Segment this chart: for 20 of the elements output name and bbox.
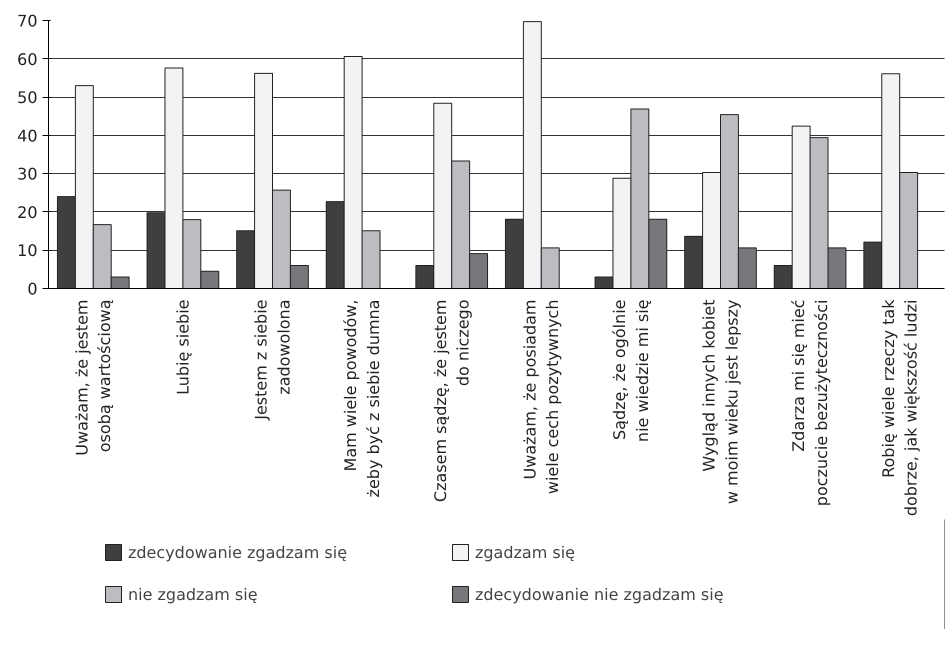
y-tick-label: 10	[17, 241, 38, 260]
x-tick-label: Sądzę, że ogólnie nie wiedzie mi się	[610, 300, 652, 442]
x-tick-label: Uważam, że jestem osobą wartościową	[72, 299, 114, 456]
y-tick-label: 40	[17, 126, 38, 146]
x-tick-label: Zdarza mi się mieć poczucie bezużyteczności	[789, 299, 831, 506]
y-tick-label: 30	[17, 164, 38, 184]
y-tick-label: 0	[27, 280, 38, 298]
x-tick-label: Jestem z siebie zadowolona	[252, 299, 294, 421]
y-tick-label: 70	[17, 12, 38, 30]
x-tick-label: Lubię siebie	[173, 300, 192, 395]
x-tick-label: Czasem sądzę, że jestem do niczego	[430, 299, 473, 502]
legend-label: zgadzam się	[475, 542, 576, 562]
legend-label: zdecydowanie nie zgadzam się	[475, 584, 725, 604]
legend-label: zdecydowanie zgadzam się	[128, 542, 348, 562]
legend-label: nie zgadzam się	[128, 584, 259, 604]
y-tick-label: 20	[17, 202, 38, 222]
y-tick-label: 50	[17, 88, 38, 108]
y-tick-label: 60	[17, 50, 38, 69]
x-tick-label: Uważam, że posiadam wiele cech pozytywnych	[520, 299, 562, 494]
x-tick-label: Mam wiele powodów, żeby być z siebie dumna	[341, 299, 383, 498]
